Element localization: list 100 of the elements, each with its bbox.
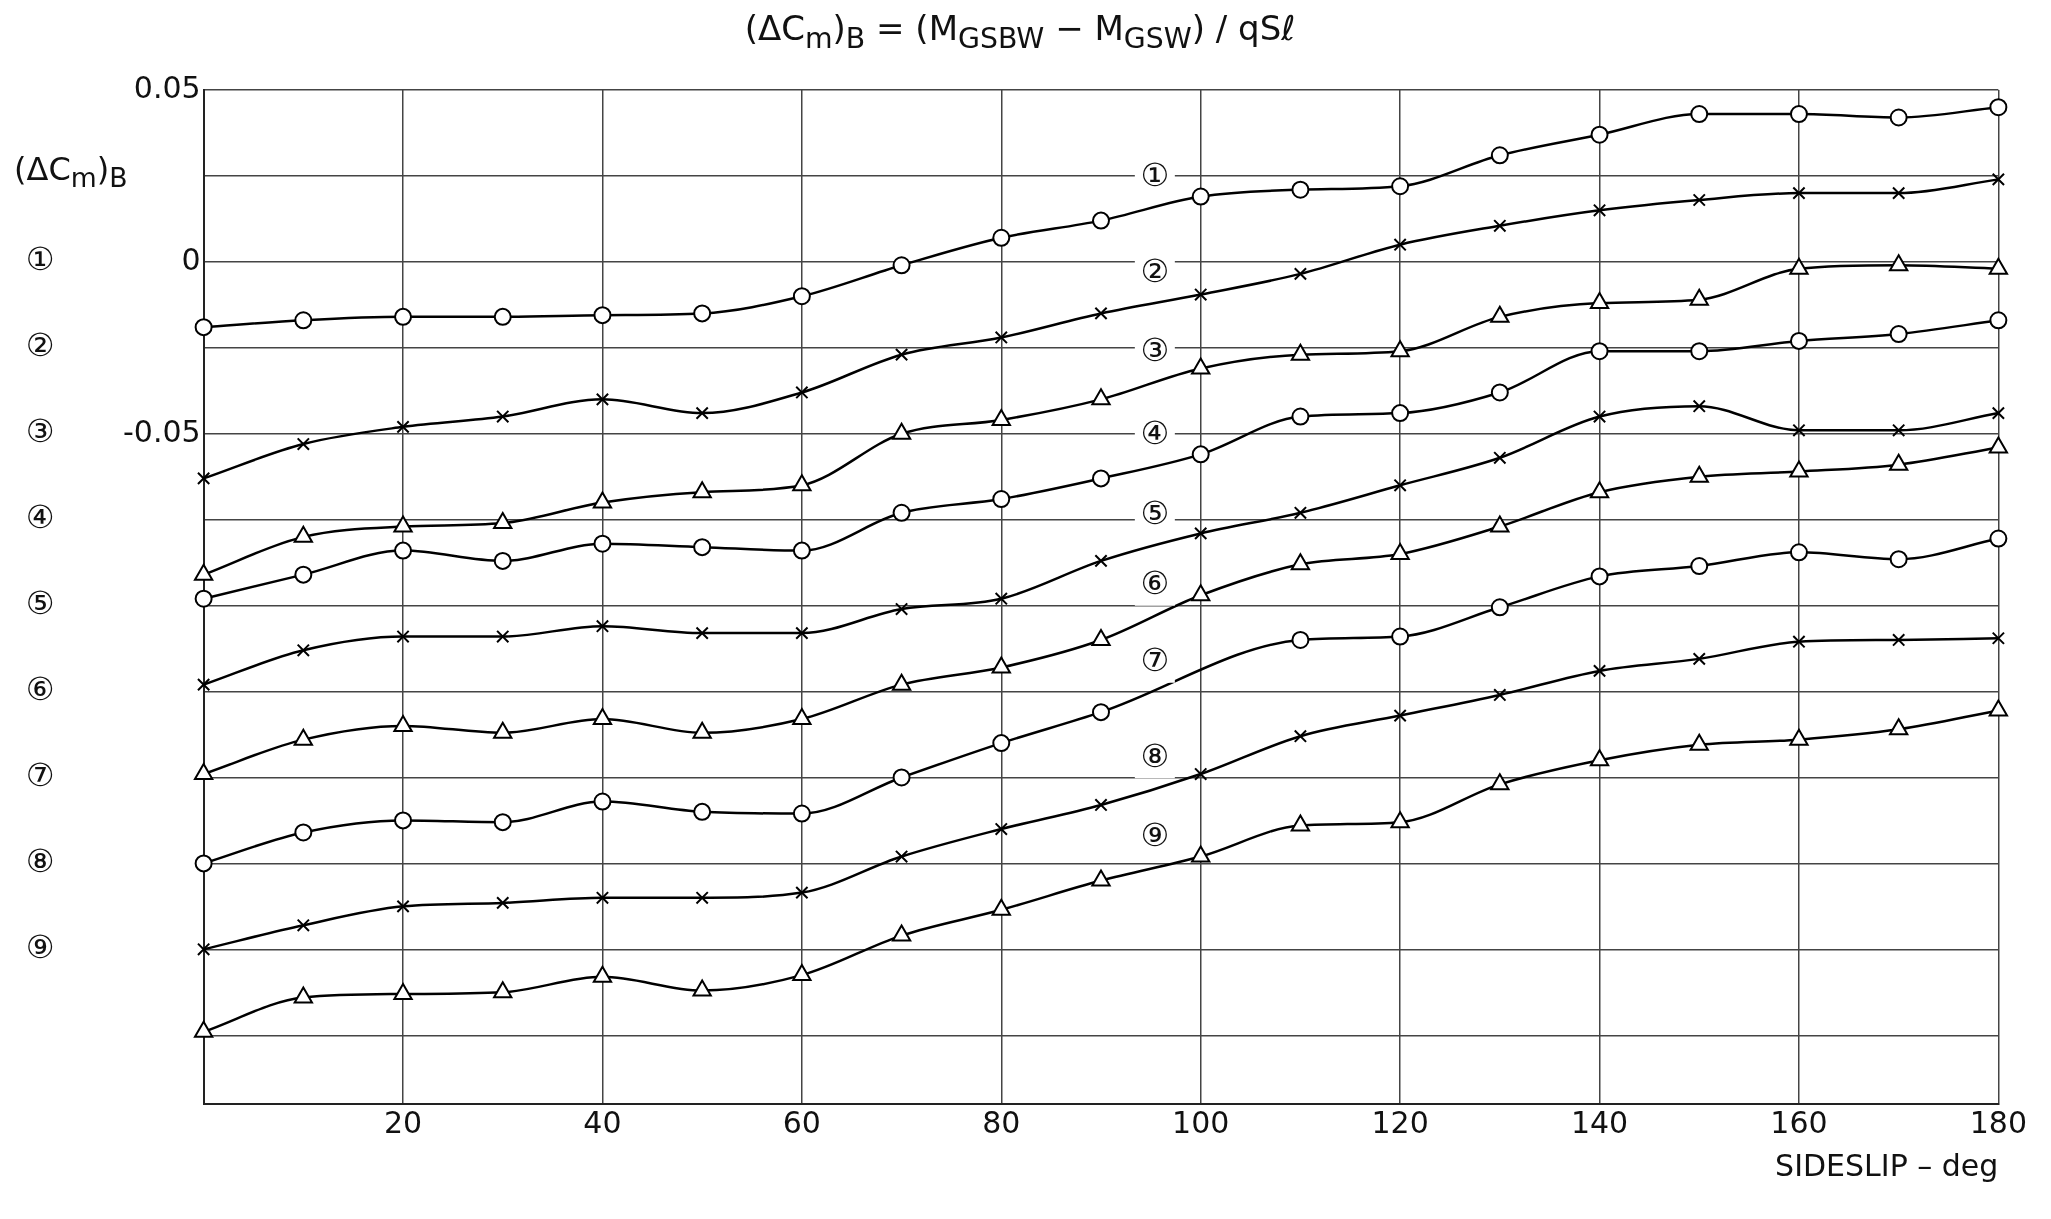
point <box>1293 506 1308 520</box>
point <box>892 256 911 275</box>
point <box>493 813 512 832</box>
point <box>1094 306 1108 321</box>
series-label: ⑤ <box>1140 494 1170 533</box>
series-label: ⑨ <box>1140 815 1170 854</box>
point <box>792 541 811 560</box>
point <box>1390 811 1410 829</box>
point <box>1889 718 1909 736</box>
point <box>1692 399 1706 413</box>
y-axis-title: (ΔC$_{m}$)$_{B}$ <box>14 150 128 194</box>
series-label: ⑦ <box>1140 640 1170 679</box>
point <box>296 437 310 451</box>
x-tick-label: 160 <box>1770 1104 1828 1140</box>
point <box>1293 267 1308 281</box>
point <box>394 811 413 830</box>
point <box>892 503 911 522</box>
point <box>1091 869 1111 887</box>
point <box>1590 342 1609 361</box>
point <box>1889 550 1908 569</box>
point <box>194 318 213 337</box>
point <box>496 896 510 910</box>
point <box>1789 543 1808 562</box>
text: ⑨ <box>25 927 55 966</box>
point <box>293 728 313 746</box>
point <box>293 986 313 1004</box>
point <box>396 899 410 914</box>
point <box>1194 767 1208 781</box>
point <box>294 565 313 584</box>
point <box>692 721 712 739</box>
point <box>1393 478 1407 492</box>
point <box>294 311 313 330</box>
y-tick-label: 0.05 <box>133 69 201 105</box>
point <box>1191 445 1210 464</box>
point <box>994 330 1008 345</box>
point <box>595 619 610 633</box>
point <box>792 804 811 823</box>
point <box>1094 798 1108 812</box>
point <box>196 942 211 956</box>
point <box>1490 146 1509 165</box>
point <box>493 721 513 739</box>
point <box>1892 423 1906 437</box>
point <box>496 409 510 424</box>
point <box>396 420 410 434</box>
point <box>1792 186 1806 200</box>
point <box>493 307 512 326</box>
point <box>892 768 911 787</box>
point <box>1290 553 1311 571</box>
point <box>1493 688 1507 702</box>
point <box>792 287 811 306</box>
point <box>695 406 709 420</box>
point <box>1789 105 1808 124</box>
point <box>1689 733 1709 751</box>
point <box>1291 407 1310 426</box>
x-tick-label: 80 <box>982 1104 1021 1140</box>
point <box>193 763 214 781</box>
point <box>1690 105 1709 124</box>
point <box>695 626 709 640</box>
point <box>1989 311 2008 330</box>
point <box>1792 423 1806 437</box>
point <box>493 512 513 530</box>
series-label: ⑧ <box>1140 736 1170 775</box>
point <box>1692 652 1706 666</box>
text: ⑤ <box>25 583 55 622</box>
point <box>1991 406 2006 420</box>
chart-title: (ΔC$_{m}$)$_{B}$ = (M$_{GSBW}$ − M$_{GSW}$) / qSℓ <box>744 8 1296 55</box>
x-tick-label: 120 <box>1371 1104 1429 1140</box>
point <box>1592 409 1607 424</box>
point <box>992 228 1011 247</box>
point <box>1789 728 1809 746</box>
text: ⑥ <box>25 669 55 708</box>
point <box>1692 193 1706 207</box>
x-tick-label: 20 <box>383 1104 423 1140</box>
point <box>1590 567 1609 586</box>
point <box>1493 451 1507 465</box>
point <box>692 481 712 499</box>
x-tick-label: 60 <box>782 1104 821 1140</box>
x-tick-label: 100 <box>1172 1104 1230 1140</box>
point <box>692 979 712 997</box>
point <box>593 306 612 325</box>
point <box>1590 125 1609 144</box>
point <box>393 983 413 1001</box>
point <box>1092 703 1110 722</box>
series-label: ⑥ <box>1140 564 1170 603</box>
point <box>994 822 1008 836</box>
series-label: ③ <box>1140 330 1170 369</box>
point <box>1592 664 1607 678</box>
point <box>1391 404 1410 423</box>
point <box>1892 186 1906 200</box>
point <box>1490 598 1509 617</box>
series-label: ① <box>1140 155 1170 194</box>
text: ③ <box>25 412 55 451</box>
point <box>1194 526 1208 541</box>
point <box>891 924 912 942</box>
point <box>294 823 313 842</box>
point <box>693 304 712 323</box>
point <box>394 541 413 560</box>
point <box>193 1020 214 1038</box>
point <box>1490 773 1510 791</box>
point <box>196 471 211 486</box>
